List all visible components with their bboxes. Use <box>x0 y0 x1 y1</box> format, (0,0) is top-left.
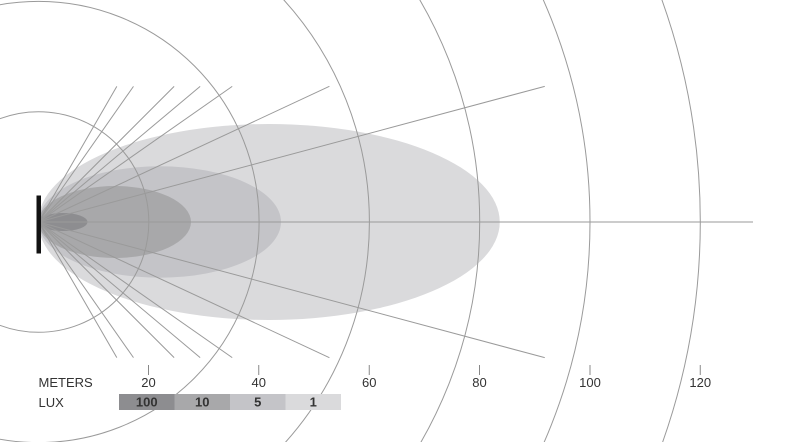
svg-text:40: 40 <box>252 375 266 390</box>
svg-text:1: 1 <box>310 395 317 410</box>
svg-text:80: 80 <box>472 375 486 390</box>
svg-text:60: 60 <box>362 375 376 390</box>
svg-text:METERS: METERS <box>39 375 94 390</box>
svg-text:100: 100 <box>579 375 601 390</box>
svg-text:LUX: LUX <box>39 395 65 410</box>
svg-text:20: 20 <box>141 375 155 390</box>
svg-text:10: 10 <box>195 395 209 410</box>
svg-text:120: 120 <box>689 375 711 390</box>
svg-text:5: 5 <box>254 395 261 410</box>
svg-text:100: 100 <box>136 395 158 410</box>
